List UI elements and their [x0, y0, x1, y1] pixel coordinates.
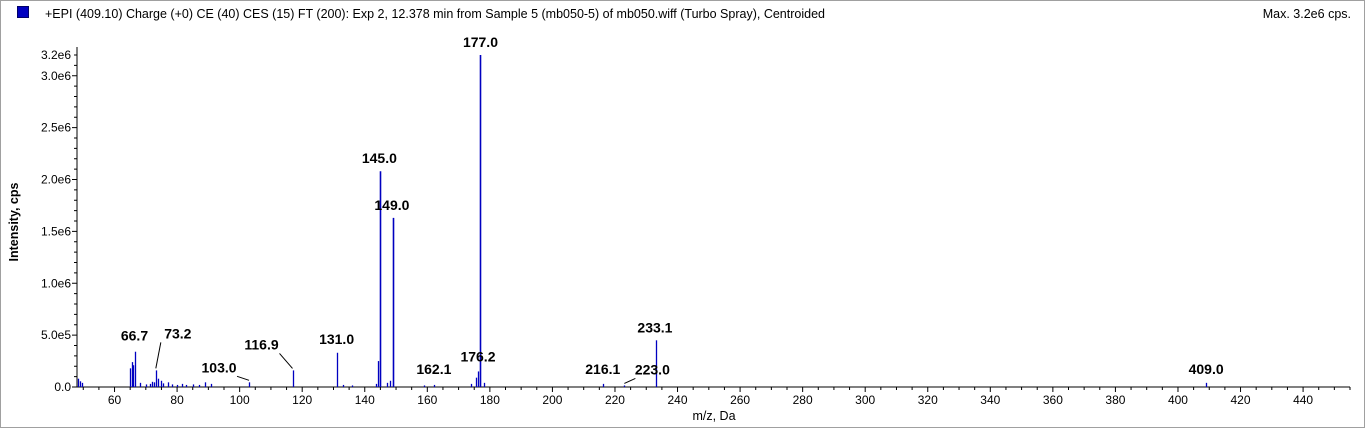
x-axis-title: m/z, Da [692, 409, 735, 423]
peak-label: 116.9 [244, 336, 278, 352]
x-tick-label: 100 [230, 393, 250, 407]
peak-label-leader [236, 375, 250, 381]
peak-label: 73.2 [164, 325, 191, 341]
x-tick-label: 340 [980, 393, 1000, 407]
peak-label-leader [624, 377, 636, 384]
x-tick-label: 440 [1293, 393, 1313, 407]
x-tick-label: 160 [417, 393, 437, 407]
x-tick-label: 200 [542, 393, 562, 407]
peak-label: 233.1 [637, 319, 672, 335]
spectrum-title: +EPI (409.10) Charge (+0) CE (40) CES (1… [45, 7, 825, 21]
peak-label: 409.0 [1189, 361, 1224, 377]
x-tick-label: 380 [1105, 393, 1125, 407]
x-tick-label: 180 [480, 393, 500, 407]
y-tick-label: 3.2e6 [41, 48, 71, 62]
peak-bars [77, 55, 1208, 387]
x-tick-label: 260 [730, 393, 750, 407]
peak-label: 216.1 [585, 361, 620, 377]
y-tick-label: 0.0 [54, 380, 71, 394]
y-axis-title: Intensity, cps [7, 182, 21, 261]
y-tick-label: 1.5e6 [41, 224, 71, 238]
x-tick-label: 320 [918, 393, 938, 407]
peak-label-leader [155, 342, 162, 369]
y-tick-label: 2.0e6 [41, 173, 71, 187]
x-tick-label: 80 [170, 393, 184, 407]
chart-axes: 60 80 100 120 140 160 180 200 220 240 260 280 300 320… [41, 47, 1351, 407]
peak-label: 149.0 [374, 197, 409, 213]
peak-label: 131.0 [319, 331, 354, 347]
peak-label: 162.1 [416, 361, 451, 377]
x-tick-label: 280 [793, 393, 813, 407]
x-tick-label: 140 [355, 393, 375, 407]
peak-label: 177.0 [463, 34, 498, 50]
x-tick-label: 240 [668, 393, 688, 407]
peak-labels: 66.7 73.2 103.0 116.9 131.0 145.0 149.0 162.1 17… [121, 34, 1224, 384]
x-tick-label: 60 [108, 393, 122, 407]
y-tick-label: 3.0e6 [41, 69, 71, 83]
x-tick-label: 400 [1168, 393, 1188, 407]
y-tick-label: 2.5e6 [41, 121, 71, 135]
peak-label: 103.0 [202, 359, 237, 375]
spectrum-header: +EPI (409.10) Charge (+0) CE (40) CES (1… [1, 1, 1364, 27]
y-tick-label: 5.0e5 [41, 328, 71, 342]
peak-label: 66.7 [121, 328, 148, 344]
y-tick-label: 1.0e6 [41, 276, 71, 290]
series-color-swatch[interactable] [17, 6, 29, 18]
x-tick-label: 120 [292, 393, 312, 407]
x-tick-label: 360 [1043, 393, 1063, 407]
max-intensity-label: Max. 3.2e6 cps. [1262, 7, 1351, 21]
x-tick-label: 420 [1231, 393, 1251, 407]
peak-label-leader [279, 353, 293, 369]
x-tick-label: 220 [605, 393, 625, 407]
peak-label: 145.0 [362, 150, 397, 166]
peak-label: 223.0 [635, 361, 670, 377]
x-tick-label: 300 [855, 393, 875, 407]
peak-label: 176.2 [460, 348, 495, 364]
